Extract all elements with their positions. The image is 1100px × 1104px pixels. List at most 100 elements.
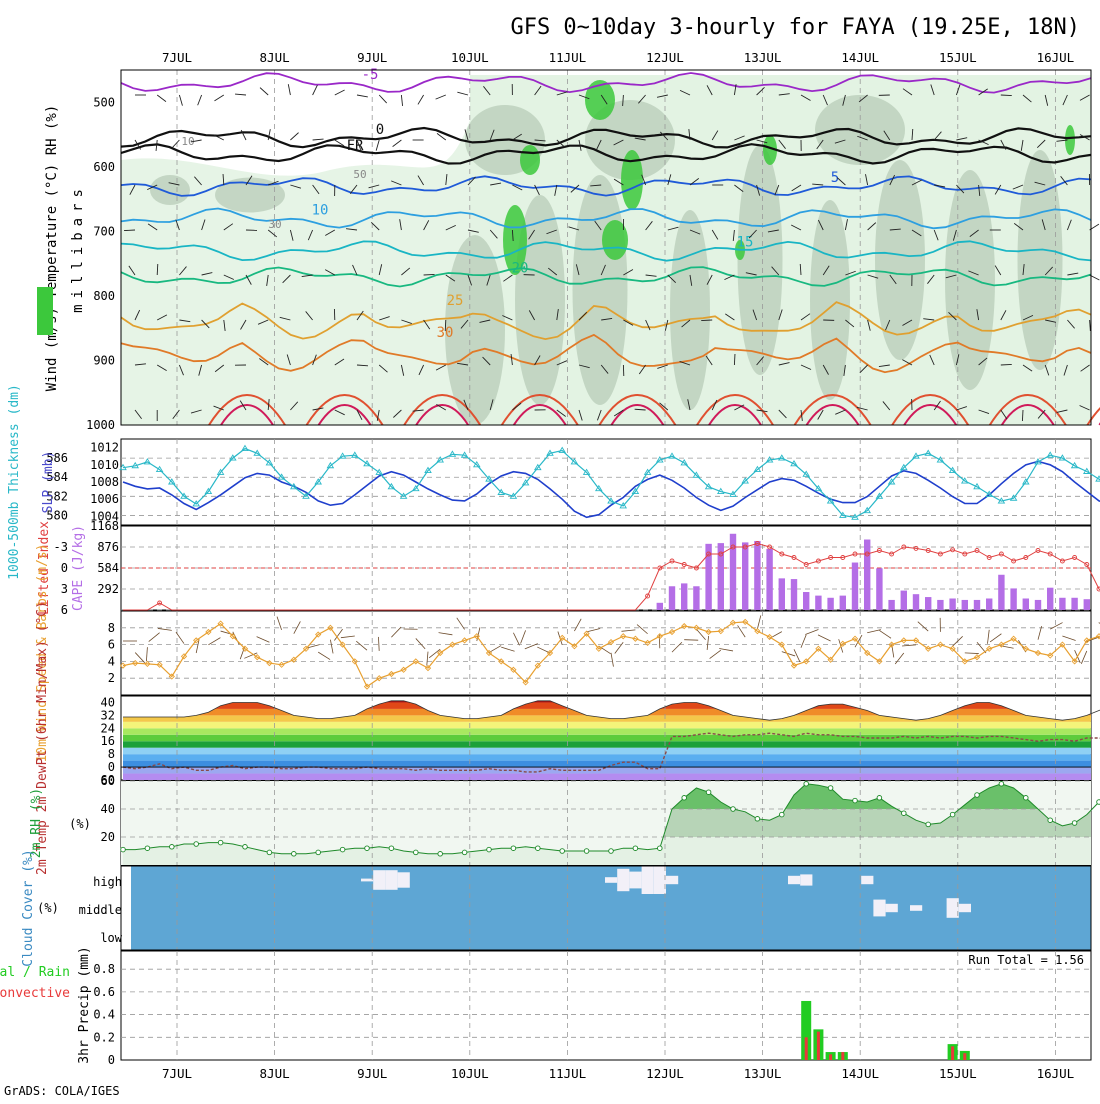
temp-band — [121, 715, 1091, 721]
surface-wind-barb — [146, 647, 147, 661]
cloud-high-cell — [617, 869, 629, 891]
wind-barb — [1001, 95, 1012, 96]
bottom-date-label: 15JUL — [939, 1066, 977, 1081]
surface-wind-barb — [513, 633, 519, 646]
thickness-line — [123, 449, 1100, 519]
surface-wind-barb — [391, 627, 401, 637]
top-date-label: 12JUL — [646, 50, 684, 65]
cloud-high-cell — [800, 874, 812, 885]
wind-barb — [124, 230, 135, 231]
rh-point — [682, 796, 687, 801]
wind-barb — [424, 274, 435, 275]
surface-wind-barb — [318, 652, 330, 659]
rh-point — [902, 811, 907, 816]
rh-point — [194, 842, 199, 847]
rh-mid-cell — [150, 175, 190, 205]
cloud-high-cell — [654, 866, 666, 894]
temp-contour-label-25: 25 — [447, 293, 464, 309]
rh-point — [389, 846, 394, 851]
surface-wind-barb — [710, 650, 721, 658]
footer-credit: GrADS: COLA/IGES — [4, 1084, 120, 1098]
pressure-tick: 500 — [93, 95, 115, 109]
wind-barb — [1001, 364, 1012, 365]
wind-barb — [157, 264, 158, 275]
cloud-high-cell — [398, 872, 410, 887]
rh-point — [755, 817, 760, 822]
surface-wind-barb — [918, 622, 928, 631]
cape-bar — [742, 542, 748, 610]
cape-bar — [1059, 598, 1065, 610]
slp-tick: 1010 — [90, 458, 119, 472]
rh-point — [999, 782, 1004, 787]
top-date-label: 15JUL — [939, 50, 977, 65]
cape-bar — [925, 597, 931, 610]
surface-wind-barb — [489, 646, 501, 653]
top-date-label: 8JUL — [260, 50, 290, 65]
cape-bar — [815, 596, 821, 610]
cape-bar — [949, 598, 955, 610]
bottom-date-label: 9JUL — [357, 1066, 387, 1081]
top-date-label: 9JUL — [357, 50, 387, 65]
wind-barb — [1022, 410, 1023, 421]
cape-tick: 876 — [97, 540, 119, 554]
top-date-label: 16JUL — [1037, 50, 1075, 65]
surface-wind-barb — [521, 630, 526, 643]
svg-text:CAPE (J/kg): CAPE (J/kg) — [71, 525, 86, 611]
precip-conv-bar — [817, 1032, 820, 1060]
surface-wind-barb — [637, 625, 648, 634]
svg-text:millibars: millibars — [70, 183, 86, 313]
cloud-high-cell — [666, 876, 678, 884]
surface-wind-barb — [757, 615, 760, 629]
cloud-layer-label: high — [93, 875, 122, 889]
rh-mid-cell — [738, 145, 783, 375]
cloud-high-cell — [385, 870, 397, 890]
cape-bar — [657, 603, 663, 610]
precip-panel: 00.20.40.60.8 Run Total = 1.56 Total / R… — [0, 946, 1100, 1081]
cape-bar — [669, 586, 675, 610]
surface-wind-barb — [378, 637, 379, 651]
bottom-date-label: 16JUL — [1037, 1066, 1075, 1081]
cloud-layer-label: low — [100, 931, 122, 945]
surface-wind-barb — [621, 630, 635, 631]
surface-wind-barb — [879, 630, 891, 638]
bottom-date-label: 14JUL — [841, 1066, 879, 1081]
rh-high-cell — [520, 145, 540, 175]
precip-conv-bar — [841, 1052, 844, 1060]
top-date-label: 10JUL — [451, 50, 489, 65]
cloud-middle-cell — [873, 900, 885, 917]
surface-wind-barb — [987, 630, 989, 644]
precip-ylabel: 3hr Precip (mm) — [77, 946, 92, 1063]
rh-point — [731, 807, 736, 812]
cape-bar — [864, 540, 870, 610]
surface-wind-barb — [867, 630, 881, 633]
rh-point — [292, 852, 297, 857]
rh-point — [1072, 821, 1077, 826]
rh-tick: 40 — [101, 802, 115, 816]
millibars-label: millibars — [70, 183, 86, 313]
temp-band — [121, 722, 1091, 728]
rh-mid-cell — [810, 200, 850, 400]
bottom-date-label: 7JUL — [162, 1066, 192, 1081]
temp-band — [121, 767, 1091, 773]
temp-band — [121, 741, 1091, 747]
pressure-tick: 600 — [93, 160, 115, 174]
svg-text:1000-500mb Thickness (dm): 1000-500mb Thickness (dm) — [7, 384, 22, 580]
temp-band — [121, 709, 1091, 715]
pressure-tick: 700 — [93, 224, 115, 238]
cape-tick: 292 — [97, 582, 119, 596]
wind-tick: 6 — [108, 638, 115, 652]
chart-title: GFS 0~10day 3-hourly for FAYA (19.25E, 1… — [510, 15, 1080, 40]
temp-band — [121, 774, 1091, 780]
surface-wind-barb — [257, 637, 270, 643]
bottom-date-label: 8JUL — [260, 1066, 290, 1081]
cape-bar — [901, 591, 907, 610]
cape-bar — [962, 600, 968, 610]
temp-contour-label-0: 0 — [376, 122, 384, 138]
cloud-unit: (%) — [37, 901, 59, 915]
surface-wind-barb — [574, 619, 581, 631]
rh-mid-cell — [445, 235, 505, 425]
